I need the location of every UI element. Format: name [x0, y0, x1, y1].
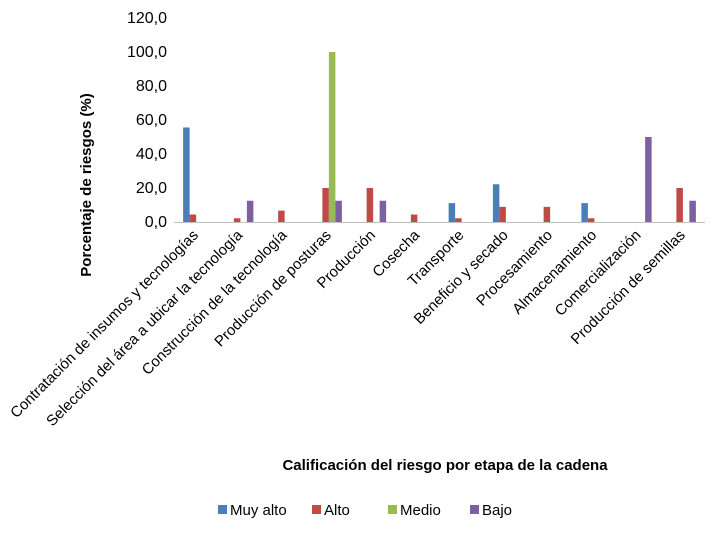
y-tick-label: 0,0	[145, 214, 167, 231]
category-label: Selección del área a ubicar la tecnologí…	[43, 226, 247, 430]
bar	[322, 188, 329, 222]
bar	[645, 137, 652, 222]
category-labels: Contratación de insumos y tecnologíasSel…	[7, 226, 689, 430]
bar	[278, 210, 285, 222]
y-axis-title: Porcentaje de riesgos (%)	[78, 93, 95, 276]
bar	[581, 203, 588, 222]
bar	[455, 218, 462, 222]
y-tick-label: 60,0	[136, 112, 167, 129]
legend-label: Muy alto	[230, 502, 287, 519]
legend-swatch	[388, 505, 397, 514]
legend-label: Bajo	[482, 502, 512, 519]
y-tick-label: 20,0	[136, 180, 167, 197]
bar	[233, 218, 241, 222]
bar	[543, 206, 551, 222]
y-tick-label: 40,0	[136, 146, 167, 163]
y-axis-ticks: 0,0 20,0 40,0 60,0 80,0 100,0 120,0	[127, 10, 167, 231]
bar	[492, 184, 500, 222]
bar	[676, 188, 683, 222]
bar	[689, 200, 696, 222]
legend: Muy alto Alto Medio Bajo	[218, 502, 512, 519]
bar	[499, 206, 506, 222]
category-label: Contratación de insumos y tecnologías	[7, 227, 202, 422]
bar	[448, 203, 456, 222]
bar	[587, 218, 595, 222]
legend-label: Alto	[324, 502, 350, 519]
bar	[246, 200, 254, 222]
bar	[379, 200, 387, 222]
legend-swatch	[218, 505, 227, 514]
legend-swatch	[312, 505, 321, 514]
y-tick-label: 100,0	[127, 44, 167, 61]
bar	[410, 214, 418, 222]
bars	[183, 52, 696, 222]
legend-swatch	[470, 505, 479, 514]
bar	[183, 127, 190, 222]
bar	[328, 52, 336, 222]
legend-label: Medio	[400, 502, 441, 519]
y-tick-label: 80,0	[136, 78, 167, 95]
bar	[189, 214, 197, 222]
x-axis-title: Calificación del riesgo por etapa de la …	[282, 457, 608, 474]
y-tick-label: 120,0	[127, 10, 167, 27]
bar	[366, 188, 374, 222]
bar	[335, 200, 342, 222]
category-label: Procesamiento	[473, 227, 556, 310]
